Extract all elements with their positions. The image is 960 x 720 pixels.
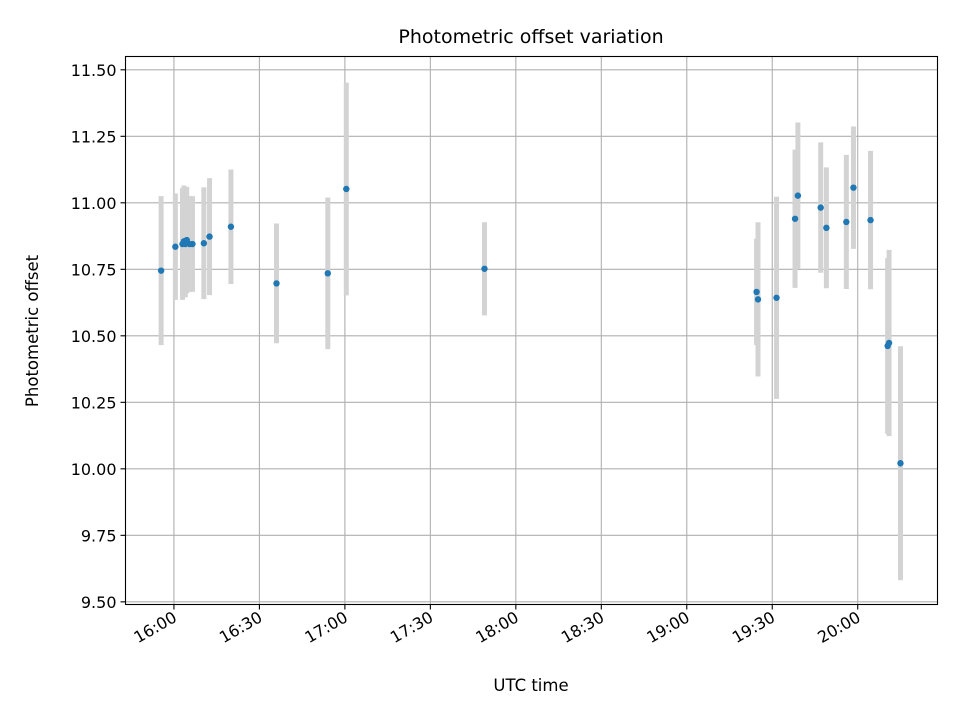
data-point <box>843 218 850 226</box>
y-tick-label: 10.50 <box>71 327 117 346</box>
data-point <box>273 280 280 287</box>
y-tick-label: 9.75 <box>81 526 117 545</box>
data-point <box>850 184 857 191</box>
data-point <box>773 294 780 301</box>
y-tick-label: 11.00 <box>71 194 117 213</box>
chart-title: Photometric offset variation <box>398 26 663 48</box>
data-point <box>481 265 488 272</box>
grid-lines <box>125 56 938 605</box>
data-point <box>157 267 165 274</box>
y-tick-label: 11.50 <box>71 61 117 80</box>
data-points <box>157 184 904 467</box>
data-point <box>206 233 213 240</box>
y-axis-label: Photometric offset <box>23 254 42 407</box>
y-tick-label: 10.75 <box>71 260 117 279</box>
x-axis-label: UTC time <box>493 676 568 695</box>
y-tick-label: 10.00 <box>71 460 117 479</box>
data-point <box>324 270 331 277</box>
y-tick-label: 9.50 <box>81 593 117 612</box>
y-axis-ticks: 9.50 9.75 10.00 10.25 10.50 10.75 11.00 11.25 11… <box>71 61 126 612</box>
data-point <box>823 224 830 232</box>
data-point <box>817 204 824 211</box>
data-point <box>754 296 762 303</box>
data-point <box>343 185 350 193</box>
y-tick-label: 10.25 <box>71 393 117 412</box>
data-point <box>885 339 893 347</box>
data-point <box>753 288 760 296</box>
data-point <box>791 215 799 222</box>
data-point <box>897 460 904 467</box>
data-point <box>794 192 802 199</box>
data-point <box>227 223 235 230</box>
data-point <box>189 240 196 248</box>
y-tick-label: 11.25 <box>71 127 117 146</box>
data-point <box>200 240 208 247</box>
data-point <box>867 216 874 224</box>
plot-frame <box>124 55 939 606</box>
data-point <box>172 243 179 250</box>
